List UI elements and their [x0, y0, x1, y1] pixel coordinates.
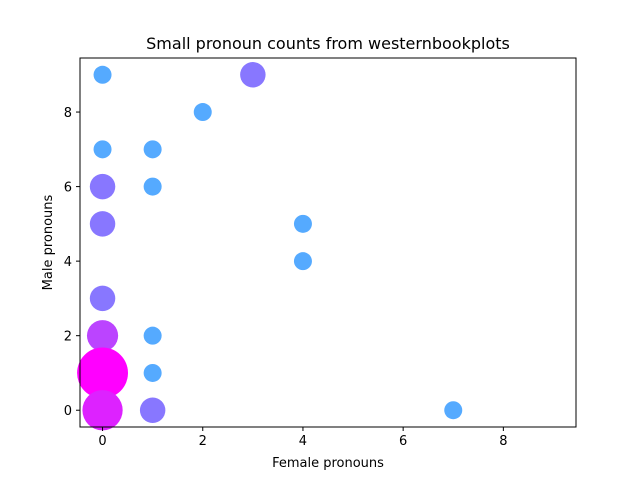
data-point	[193, 103, 212, 122]
y-axis-title: Male pronouns	[41, 194, 56, 290]
x-axis-ticks: 0 2 4 6 8	[98, 427, 507, 449]
x-tick-label: 8	[499, 434, 507, 449]
data-point	[293, 252, 312, 271]
data-point	[240, 62, 266, 88]
data-point	[143, 140, 162, 159]
x-tick-label: 6	[399, 434, 407, 449]
y-axis-ticks: 0 2 4 6 8	[64, 106, 80, 419]
x-tick-label: 4	[299, 434, 307, 449]
data-point	[82, 390, 123, 431]
points-layer	[77, 62, 463, 431]
data-point	[444, 401, 463, 420]
data-point	[89, 285, 116, 312]
chart-title: Small pronoun counts from westernbookplo…	[146, 34, 510, 53]
x-axis-title: Female pronouns	[272, 456, 384, 471]
data-point	[89, 173, 116, 200]
data-point	[293, 214, 312, 233]
y-tick-label: 4	[64, 255, 72, 270]
y-tick-label: 6	[64, 181, 72, 196]
data-point	[93, 140, 112, 159]
data-point	[89, 211, 116, 237]
data-point	[77, 347, 129, 399]
x-tick-label: 0	[98, 434, 106, 449]
y-tick-label: 8	[64, 106, 72, 121]
data-point	[143, 326, 162, 345]
plot-frame	[79, 57, 577, 428]
data-point	[139, 397, 166, 423]
y-tick-label: 2	[64, 330, 72, 345]
y-tick-label: 0	[64, 404, 72, 419]
data-point	[86, 320, 119, 352]
data-point	[93, 65, 112, 84]
data-point	[143, 363, 162, 382]
x-tick-label: 2	[199, 434, 207, 449]
data-point	[143, 177, 162, 196]
